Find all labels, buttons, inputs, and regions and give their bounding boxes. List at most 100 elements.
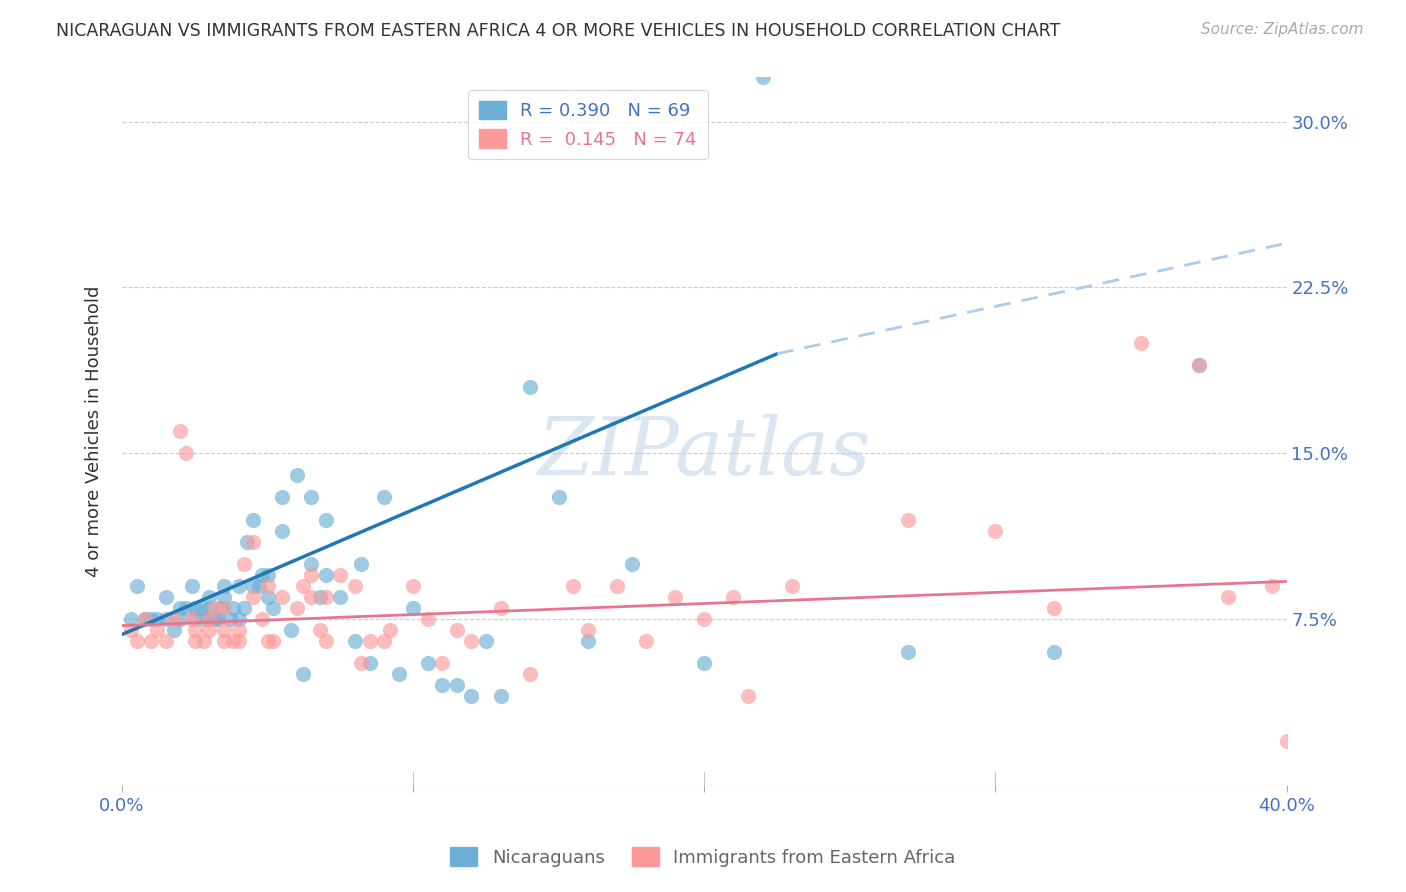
Point [329, 590, 352, 604]
Point [693, 612, 716, 626]
Point [299, 590, 322, 604]
Point [221, 634, 243, 648]
Point [446, 623, 468, 637]
Point [315, 634, 337, 648]
Point [460, 690, 482, 704]
Point [228, 579, 250, 593]
Point [212, 623, 235, 637]
Point [562, 579, 585, 593]
Text: ZIPatlas: ZIPatlas [537, 414, 872, 491]
Point [751, 70, 773, 85]
Point [169, 424, 191, 438]
Point [460, 634, 482, 648]
Point [402, 579, 425, 593]
Point [134, 612, 156, 626]
Point [359, 634, 381, 648]
Point [315, 512, 337, 526]
Text: Source: ZipAtlas.com: Source: ZipAtlas.com [1201, 22, 1364, 37]
Point [120, 623, 142, 637]
Point [299, 567, 322, 582]
Point [984, 524, 1007, 538]
Point [163, 612, 186, 626]
Point [1130, 335, 1153, 350]
Point [120, 612, 142, 626]
Point [141, 612, 163, 626]
Point [606, 579, 628, 593]
Point [693, 656, 716, 670]
Point [378, 623, 401, 637]
Point [169, 601, 191, 615]
Point [146, 623, 169, 637]
Point [329, 567, 352, 582]
Point [247, 579, 270, 593]
Point [174, 601, 197, 615]
Point [1218, 590, 1240, 604]
Point [209, 601, 232, 615]
Point [125, 579, 148, 593]
Point [233, 601, 256, 615]
Point [190, 601, 212, 615]
Point [169, 612, 191, 626]
Point [780, 579, 803, 593]
Point [198, 601, 221, 615]
Point [636, 634, 658, 648]
Point [315, 590, 337, 604]
Point [134, 612, 156, 626]
Point [1042, 645, 1064, 659]
Point [1275, 733, 1298, 747]
Point [416, 656, 439, 670]
Point [489, 601, 512, 615]
Point [155, 612, 177, 626]
Point [1042, 601, 1064, 615]
Point [489, 690, 512, 704]
Point [141, 634, 163, 648]
Point [146, 612, 169, 626]
Point [125, 634, 148, 648]
Point [416, 612, 439, 626]
Point [315, 567, 337, 582]
Point [280, 623, 302, 637]
Point [242, 512, 264, 526]
Point [723, 590, 745, 604]
Point [350, 656, 373, 670]
Point [198, 612, 221, 626]
Point [163, 623, 186, 637]
Point [359, 656, 381, 670]
Point [309, 590, 332, 604]
Point [271, 491, 294, 505]
Point [547, 491, 569, 505]
Point [309, 623, 332, 637]
Point [402, 601, 425, 615]
Point [242, 590, 264, 604]
Point [271, 590, 294, 604]
Point [299, 491, 322, 505]
Point [897, 512, 920, 526]
Point [228, 634, 250, 648]
Point [343, 579, 366, 593]
Point [228, 623, 250, 637]
Point [218, 612, 240, 626]
Point [262, 601, 284, 615]
Point [242, 534, 264, 549]
Point [1188, 358, 1211, 372]
Text: NICARAGUAN VS IMMIGRANTS FROM EASTERN AFRICA 4 OR MORE VEHICLES IN HOUSEHOLD COR: NICARAGUAN VS IMMIGRANTS FROM EASTERN AF… [56, 22, 1060, 40]
Point [204, 601, 226, 615]
Point [897, 645, 920, 659]
Point [343, 634, 366, 648]
Point [519, 380, 541, 394]
Legend: Nicaraguans, Immigrants from Eastern Africa: Nicaraguans, Immigrants from Eastern Afr… [443, 840, 963, 874]
Point [256, 567, 278, 582]
Point [181, 612, 204, 626]
Y-axis label: 4 or more Vehicles in Household: 4 or more Vehicles in Household [86, 285, 103, 577]
Point [207, 612, 229, 626]
Point [1188, 358, 1211, 372]
Point [221, 601, 243, 615]
Point [1261, 579, 1284, 593]
Point [236, 534, 259, 549]
Point [285, 601, 308, 615]
Point [388, 667, 411, 681]
Point [262, 634, 284, 648]
Point [271, 524, 294, 538]
Point [350, 557, 373, 571]
Point [242, 579, 264, 593]
